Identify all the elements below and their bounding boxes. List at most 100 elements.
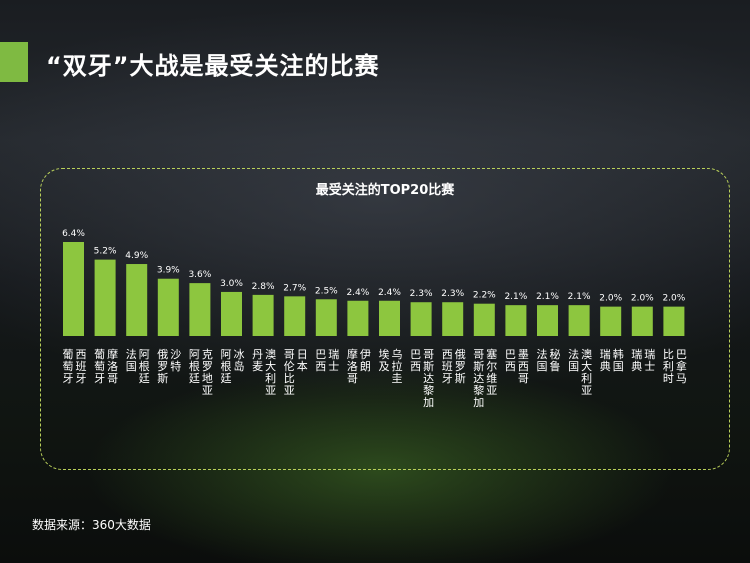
x-tick-label-char: 澳	[265, 348, 276, 361]
data-label: 2.7%	[283, 283, 306, 293]
x-tick-label-char: 鲁	[550, 359, 561, 373]
x-tick-label-char: 班	[442, 360, 453, 373]
x-tick-label-char: 西	[505, 360, 516, 373]
x-tick-label-char: 地	[202, 372, 213, 385]
x-tick-label-char: 尔	[486, 360, 497, 373]
data-label: 2.1%	[504, 292, 527, 302]
x-tick-label-char: 洛	[107, 359, 118, 373]
data-label: 3.0%	[220, 279, 243, 289]
x-tick-label-char: 廷	[189, 372, 200, 385]
x-tick-label-char: 廷	[221, 372, 232, 385]
x-tick-label-char: 亚	[202, 384, 213, 397]
data-label: 2.3%	[441, 289, 464, 299]
bar	[126, 264, 148, 336]
x-tick-label-char: 韩	[613, 347, 624, 361]
x-tick-label-char: 斯	[473, 360, 484, 373]
x-tick-label-char: 比	[284, 372, 295, 385]
x-tick-label-char: 阿	[139, 348, 150, 361]
x-tick-label-char: 大	[581, 359, 592, 373]
bar	[505, 305, 527, 336]
data-label: 2.1%	[568, 292, 591, 302]
x-tick-label-char: 伦	[284, 359, 295, 373]
bar	[631, 306, 653, 336]
x-tick-label-char: 哥	[107, 372, 118, 385]
x-tick-label-char: 巴	[410, 348, 421, 361]
x-tick-label-char: 西	[315, 360, 326, 373]
data-label: 2.0%	[631, 294, 654, 304]
x-tick-label-char: 塞	[486, 347, 497, 361]
x-tick-label-char: 达	[473, 372, 484, 385]
data-label: 2.4%	[346, 288, 369, 298]
bar	[284, 296, 306, 336]
x-tick-label-char: 哥	[347, 372, 358, 385]
x-tick-label-char: 葡	[63, 348, 74, 361]
x-tick-label-char: 岛	[234, 359, 245, 373]
x-tick-label-char: 澳	[581, 348, 592, 361]
x-tick-label-char: 哥	[473, 348, 484, 361]
title-accent-bar	[0, 42, 28, 82]
x-tick-label-char: 瑞	[631, 347, 642, 361]
x-tick-label-char: 黎	[423, 383, 434, 397]
x-tick-label-char: 阿	[189, 348, 200, 361]
x-tick-label-char: 乌	[392, 347, 403, 361]
x-tick-label-char: 大	[265, 359, 276, 373]
x-tick-label-char: 典	[600, 359, 611, 373]
x-tick-label-char: 加	[423, 396, 434, 409]
x-tick-label-char: 哥	[423, 348, 434, 361]
bar	[189, 283, 211, 336]
x-tick-label-char: 牙	[76, 372, 87, 385]
x-tick-label-char: 瑞	[644, 347, 655, 361]
x-tick-label-char: 巴	[315, 348, 326, 361]
x-tick-label-char: 罗	[202, 360, 213, 373]
x-tick-label-char: 罗	[455, 360, 466, 373]
page-title: “双牙”大战是最受关注的比赛	[46, 52, 380, 80]
x-tick-label-char: 利	[581, 372, 592, 385]
x-tick-label-char: 黎	[473, 383, 484, 397]
x-tick-label-char: 沙	[170, 348, 181, 361]
x-tick-label-char: 亚	[581, 384, 592, 397]
chart-title: 最受关注的TOP20比赛	[316, 182, 456, 198]
bar	[221, 291, 242, 336]
x-tick-label-char: 亚	[265, 384, 276, 397]
data-label: 2.0%	[662, 294, 685, 304]
data-label: 3.9%	[157, 266, 180, 276]
x-tick-label-char: 朗	[360, 360, 371, 373]
x-tick-label-char: 克	[202, 348, 213, 361]
x-tick-label-char: 马	[676, 372, 687, 385]
bar	[63, 242, 84, 336]
x-tick-label-char: 日	[297, 348, 308, 361]
x-tick-label-char: 摩	[347, 347, 358, 361]
data-label: 5.2%	[94, 247, 117, 257]
x-tick-label-char: 阿	[221, 348, 232, 361]
x-tick-label-char: 丹	[252, 348, 263, 361]
x-tick-label-char: 摩	[107, 347, 118, 361]
data-label: 4.9%	[125, 251, 148, 261]
x-tick-label-char: 国	[613, 360, 624, 373]
bar	[473, 303, 495, 336]
x-tick-label-char: 冰	[234, 348, 245, 361]
data-label: 2.2%	[473, 291, 496, 301]
x-tick-label-char: 瑞	[328, 347, 339, 361]
x-tick-label-char: 瑞	[600, 347, 611, 361]
x-tick-label-char: 圭	[392, 372, 403, 385]
x-tick-label-char: 法	[568, 347, 579, 361]
bar	[537, 305, 558, 336]
x-tick-label-char: 巴	[505, 348, 516, 361]
x-tick-label-char: 本	[297, 359, 308, 373]
x-tick-label-char: 西	[442, 348, 453, 361]
x-tick-label-char: 俄	[455, 348, 466, 361]
x-tick-label-char: 葡	[94, 348, 105, 361]
x-tick-label-char: 伊	[360, 348, 371, 361]
x-tick-label-char: 牙	[442, 372, 453, 385]
x-tick-label-char: 牙	[63, 372, 74, 385]
x-tick-label-char: 利	[265, 372, 276, 385]
x-tick-label-char: 麦	[252, 360, 263, 373]
bar	[252, 294, 274, 336]
x-tick-label-char: 秘	[550, 347, 561, 361]
x-tick-label-char: 廷	[139, 372, 150, 385]
x-tick-label-char: 利	[663, 360, 674, 373]
x-tick-label-char: 国	[126, 360, 137, 373]
x-tick-label-char: 及	[379, 360, 390, 373]
x-tick-label-char: 维	[486, 372, 497, 385]
bar	[347, 300, 369, 336]
